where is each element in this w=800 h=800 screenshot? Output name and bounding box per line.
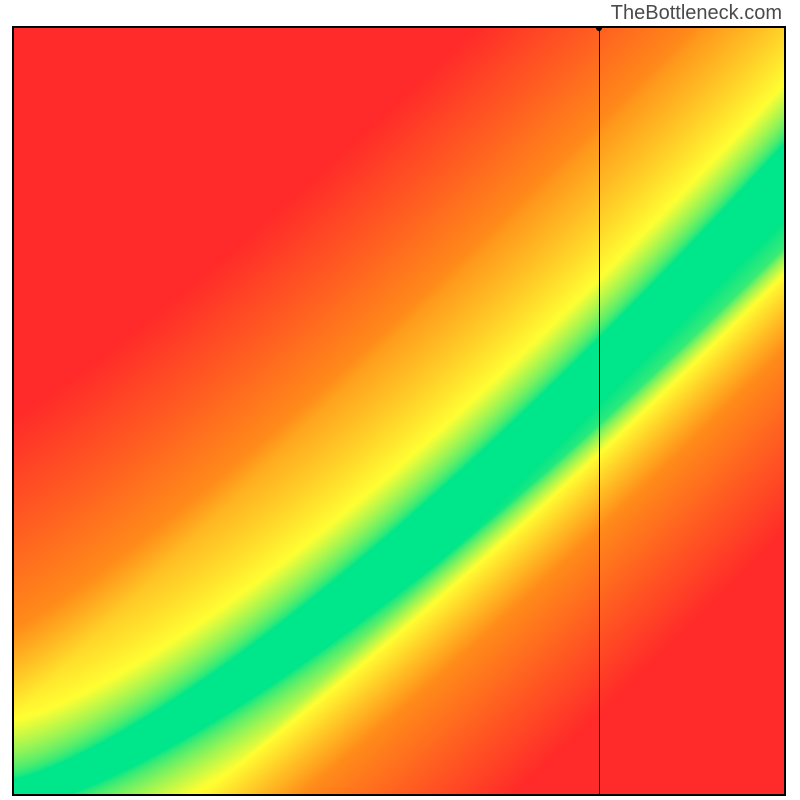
watermark-label: TheBottleneck.com: [611, 2, 782, 25]
chart-container: TheBottleneck.com: [0, 0, 800, 800]
vertical-marker-line: [599, 28, 600, 794]
plot-frame: [12, 26, 786, 796]
heatmap-canvas: [14, 28, 784, 794]
